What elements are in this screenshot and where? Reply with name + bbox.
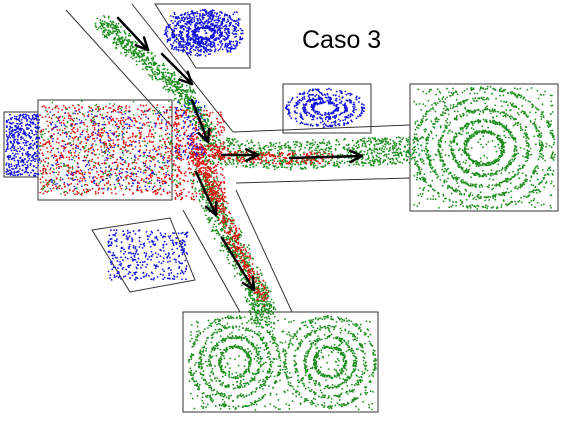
left-annex xyxy=(3,111,39,178)
trajectory-points xyxy=(5,8,556,411)
red-trail-lower-corridor xyxy=(184,134,270,307)
bottom-room xyxy=(182,311,379,413)
blue-cluster-top xyxy=(163,8,244,57)
flow-arrow-7 xyxy=(220,236,256,292)
blue-cluster-left-annex xyxy=(5,113,41,177)
lower-diagonal-corridor-right xyxy=(235,189,293,313)
right-room xyxy=(409,83,559,212)
flow-arrow-3 xyxy=(190,98,211,144)
blue-cluster-left-room xyxy=(49,109,171,191)
case-title: Caso 3 xyxy=(302,26,382,54)
green-fill-right-room xyxy=(413,87,555,209)
horizontal-corridor-bottom xyxy=(235,177,411,184)
top-diagonal-corridor xyxy=(65,3,234,133)
green-loops-bottom-room-left xyxy=(187,315,282,410)
left-blue-room xyxy=(91,217,196,293)
green-loops-bottom-room-right xyxy=(282,314,377,410)
blue-cluster-middle xyxy=(284,87,366,129)
junction-mix-blue xyxy=(174,99,206,160)
middle-blue-room xyxy=(282,83,372,134)
flow-arrows xyxy=(116,16,364,292)
green-loops-right-room xyxy=(411,85,556,210)
green-fill-bottom-room xyxy=(188,317,374,411)
blue-cluster-left-fill xyxy=(107,229,189,281)
flow-arrow-4 xyxy=(220,148,260,162)
flow-arrow-2 xyxy=(160,52,194,86)
green-cluster-left-room xyxy=(39,99,181,196)
flow-arrow-6 xyxy=(194,170,218,217)
green-trail-horizontal-corridor xyxy=(188,135,425,171)
floorplan-outlines xyxy=(3,3,559,413)
horizontal-corridor-top xyxy=(232,124,411,133)
flow-arrow-5 xyxy=(288,149,364,164)
flow-arrow-1 xyxy=(116,16,150,52)
lower-diagonal-corridor-left xyxy=(182,209,241,313)
junction-mix-red xyxy=(174,109,226,201)
blue-cluster-top-fill xyxy=(169,11,241,53)
